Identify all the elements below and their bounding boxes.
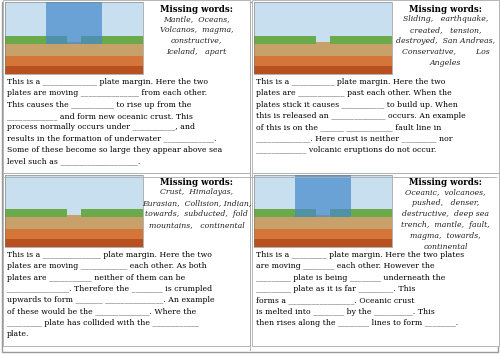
Bar: [5, 239, 143, 247]
Text: Missing words:: Missing words:: [409, 178, 482, 187]
Bar: [81, 209, 143, 217]
Text: Missing words:: Missing words:: [409, 5, 482, 14]
Bar: [254, 215, 392, 247]
Text: Missing words:: Missing words:: [160, 5, 233, 14]
Bar: [330, 209, 392, 217]
Text: This is a ___________ plate margin. Here the two
plates are ____________ past ea: This is a ___________ plate margin. Here…: [256, 78, 466, 154]
Text: Sliding,   earthquake,
created,   tension,
destroyed,  San Andreas,
Conservative: Sliding, earthquake, created, tension, d…: [396, 15, 495, 67]
Bar: [254, 209, 316, 217]
Bar: [254, 239, 392, 247]
Bar: [254, 2, 392, 74]
Bar: [254, 66, 392, 74]
Bar: [5, 175, 143, 247]
Bar: [252, 0, 499, 173]
Text: Oceanic,  volcanoes,
pushed,   denser,
destructive,  deep sea
trench,  mantle,  : Oceanic, volcanoes, pushed, denser, dest…: [401, 188, 490, 251]
Bar: [254, 175, 392, 247]
Bar: [5, 42, 143, 74]
Bar: [5, 209, 67, 217]
Bar: [5, 2, 143, 74]
Bar: [5, 2, 143, 74]
Bar: [3, 0, 250, 173]
Bar: [3, 173, 250, 346]
Bar: [254, 36, 316, 44]
Bar: [254, 2, 392, 74]
Bar: [296, 175, 350, 217]
Bar: [252, 173, 499, 346]
Bar: [254, 56, 392, 74]
Bar: [5, 66, 143, 74]
Bar: [330, 36, 392, 44]
Bar: [5, 56, 143, 74]
Bar: [254, 42, 392, 74]
Bar: [254, 175, 392, 247]
Text: Missing words:: Missing words:: [160, 178, 233, 187]
Text: This is a ______________ plate margin. Here the two
plates are moving __________: This is a ______________ plate margin. H…: [7, 78, 222, 165]
Bar: [5, 229, 143, 247]
Bar: [46, 2, 102, 44]
Bar: [5, 175, 143, 247]
Text: Crust,  Himalayas,
Eurasian,  Collision, Indian,
towards,  subducted,  fold
moun: Crust, Himalayas, Eurasian, Collision, I…: [142, 188, 251, 229]
Bar: [5, 215, 143, 247]
Bar: [81, 36, 143, 44]
Text: Mantle,  Oceans,
Volcanos,  magma,
constructive,
Iceland,   apart: Mantle, Oceans, Volcanos, magma, constru…: [160, 15, 234, 56]
Text: This is a _________ plate margin. Here the two plates
are moving ________ each o: This is a _________ plate margin. Here t…: [256, 251, 464, 327]
Text: This is a _______________ plate margin. Here the two
plates are moving _________: This is a _______________ plate margin. …: [7, 251, 214, 338]
Bar: [254, 229, 392, 247]
Bar: [5, 36, 67, 44]
